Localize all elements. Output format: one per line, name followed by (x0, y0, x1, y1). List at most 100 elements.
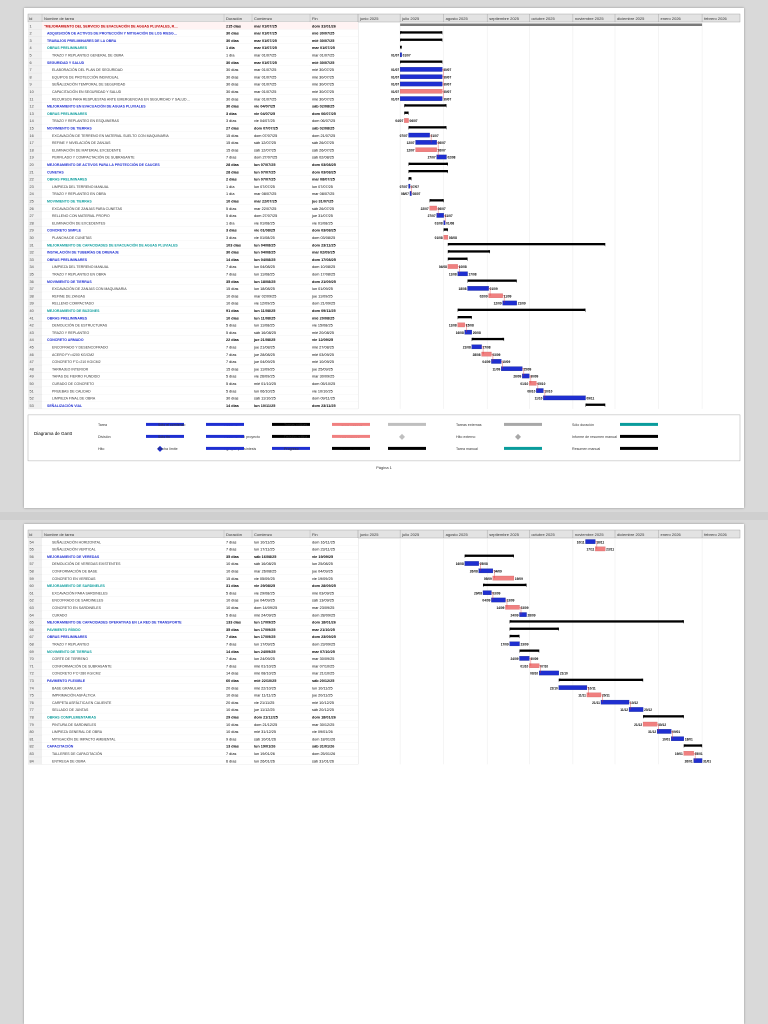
dependency-link (491, 353, 494, 362)
table-row (42, 596, 358, 604)
task-start: lun 17/09/25 (254, 628, 276, 632)
task-bar (536, 388, 544, 393)
task-start: vie 21/11/25 (254, 701, 274, 705)
task-duration: 10 días (226, 570, 239, 574)
task-duration: 10 días (226, 708, 239, 712)
table-row (42, 559, 358, 568)
column-header-duration: Duración (226, 16, 242, 21)
bar-start-label: 17/09 (501, 643, 509, 647)
bar-finish-label: 03/09 (492, 353, 500, 357)
summary-bar-cap (457, 308, 460, 313)
table-row (42, 365, 358, 373)
task-duration: 15 días (226, 367, 239, 371)
task-name: LIMPIEZA GENERAL DE OBRA (52, 730, 103, 734)
bar-finish-label: 21/10 (560, 672, 568, 676)
bar-start-label: 01/07 (391, 83, 399, 87)
column-header-id: Id (29, 532, 32, 537)
task-finish: lun 10/11/25 (312, 686, 333, 690)
task-duration: 14 días (226, 650, 239, 654)
summary-bar-cap (682, 620, 684, 624)
task-bar (600, 699, 630, 705)
table-row (42, 175, 358, 183)
task-bar (505, 605, 520, 610)
task-finish: sáb 26/07/25 (312, 141, 334, 145)
task-duration: 14 días (226, 404, 239, 408)
task-bar (404, 118, 409, 123)
bar-start-label: 21/11 (592, 701, 600, 705)
task-name: ACERO FY=4200 KG/CM2 (52, 353, 94, 357)
table-row (42, 248, 358, 256)
summary-bar (443, 228, 448, 231)
summary-bar-cap (400, 38, 402, 43)
bar-start-label: 11/08 (449, 324, 457, 328)
task-name: CUNETAS (47, 170, 64, 174)
task-id: 17 (30, 141, 34, 145)
task-bar (671, 736, 684, 741)
table-row (42, 226, 358, 234)
bar-finish-label: 20/11 (602, 694, 610, 698)
bar-finish-label: 20/12 (644, 708, 652, 712)
table-row (42, 589, 358, 597)
column-header-finish: Fin (312, 16, 318, 21)
task-bar (558, 685, 588, 690)
task-finish: jue 31/07/25 (311, 214, 333, 218)
task-name: PAVIMENTO RÍGIDO (47, 627, 81, 632)
bar-start-label: 16/08 (456, 562, 464, 566)
legend-swatch (332, 422, 370, 426)
timescale-month: febrero 2026 (704, 16, 727, 21)
task-name: ENCOFRADO Y DESENCOFRADO (52, 346, 108, 350)
task-id: 31 (30, 243, 34, 247)
table-row (42, 343, 358, 351)
legend-label: División (98, 435, 111, 439)
task-id: 82 (30, 745, 34, 749)
bar-start-label: 04/09 (482, 599, 490, 603)
task-id: 21 (30, 170, 34, 174)
task-id: 49 (30, 375, 34, 379)
table-row (42, 328, 358, 336)
summary-bar (408, 177, 412, 180)
bar-finish-label: 30/07 (443, 75, 451, 79)
task-finish: mié 03/09/25 (312, 353, 334, 357)
task-id: 20 (30, 163, 34, 167)
task-name: TRAZO Y REPLANTEO (52, 331, 89, 335)
task-duration: 30 días (226, 39, 239, 43)
task-name: TRABAJOS PRELIMINARES DE LA OBRA (47, 39, 117, 43)
summary-bar-cap (447, 257, 450, 262)
task-start: sáb 12/07/25 (254, 141, 276, 145)
table-row (42, 647, 358, 655)
dependency-link (595, 541, 598, 549)
task-duration: 10 días (226, 302, 239, 306)
summary-bar-cap (558, 678, 561, 683)
legend-project-label: Diagrama de Gantt (34, 431, 73, 436)
task-start: lun 24/09/25 (254, 657, 275, 661)
task-finish: sáb 02/08/25 (312, 105, 334, 109)
task-duration: 91 días (226, 309, 239, 313)
task-start: mar 22/07/25 (254, 200, 277, 204)
task-id: 77 (30, 708, 34, 712)
legend-swatch (206, 446, 244, 450)
bar-start-label: 17/11 (587, 548, 595, 552)
task-name: MOVIMIENTO DE TIERRAS (47, 200, 92, 204)
task-name: ELIMINACIÓN DE MATERIAL EXCEDENTE (52, 147, 122, 152)
table-header (27, 13, 741, 23)
bar-start-label: 07/07 (400, 185, 408, 189)
dependency-link (629, 702, 631, 710)
task-finish: mar 21/10/25 (312, 672, 334, 676)
task-name: "MEJORAMIENTO DEL SERVICIO DE EVACUACIÓN… (44, 23, 178, 28)
timescale-month: octubre 2025 (531, 532, 555, 537)
task-start: mar 01/07/25 (254, 97, 276, 101)
task-duration: 5 días (226, 214, 236, 218)
legend-label: Hito externo (456, 435, 475, 439)
bar-start-label: 24/09 (511, 613, 519, 617)
table-row (42, 314, 358, 322)
task-start: vie 12/09/25 (254, 302, 275, 306)
task-start: mié 24/09/25 (254, 613, 276, 617)
bar-start-label: 12/07 (407, 141, 415, 145)
task-duration: 10 días (226, 316, 239, 320)
table-header (27, 529, 741, 539)
task-duration: 35 días (226, 555, 239, 559)
column-header-start: Comienzo (254, 16, 273, 21)
task-id: 39 (30, 302, 34, 306)
task-duration: 7 días (226, 548, 236, 552)
task-duration: 7 días (226, 360, 236, 364)
